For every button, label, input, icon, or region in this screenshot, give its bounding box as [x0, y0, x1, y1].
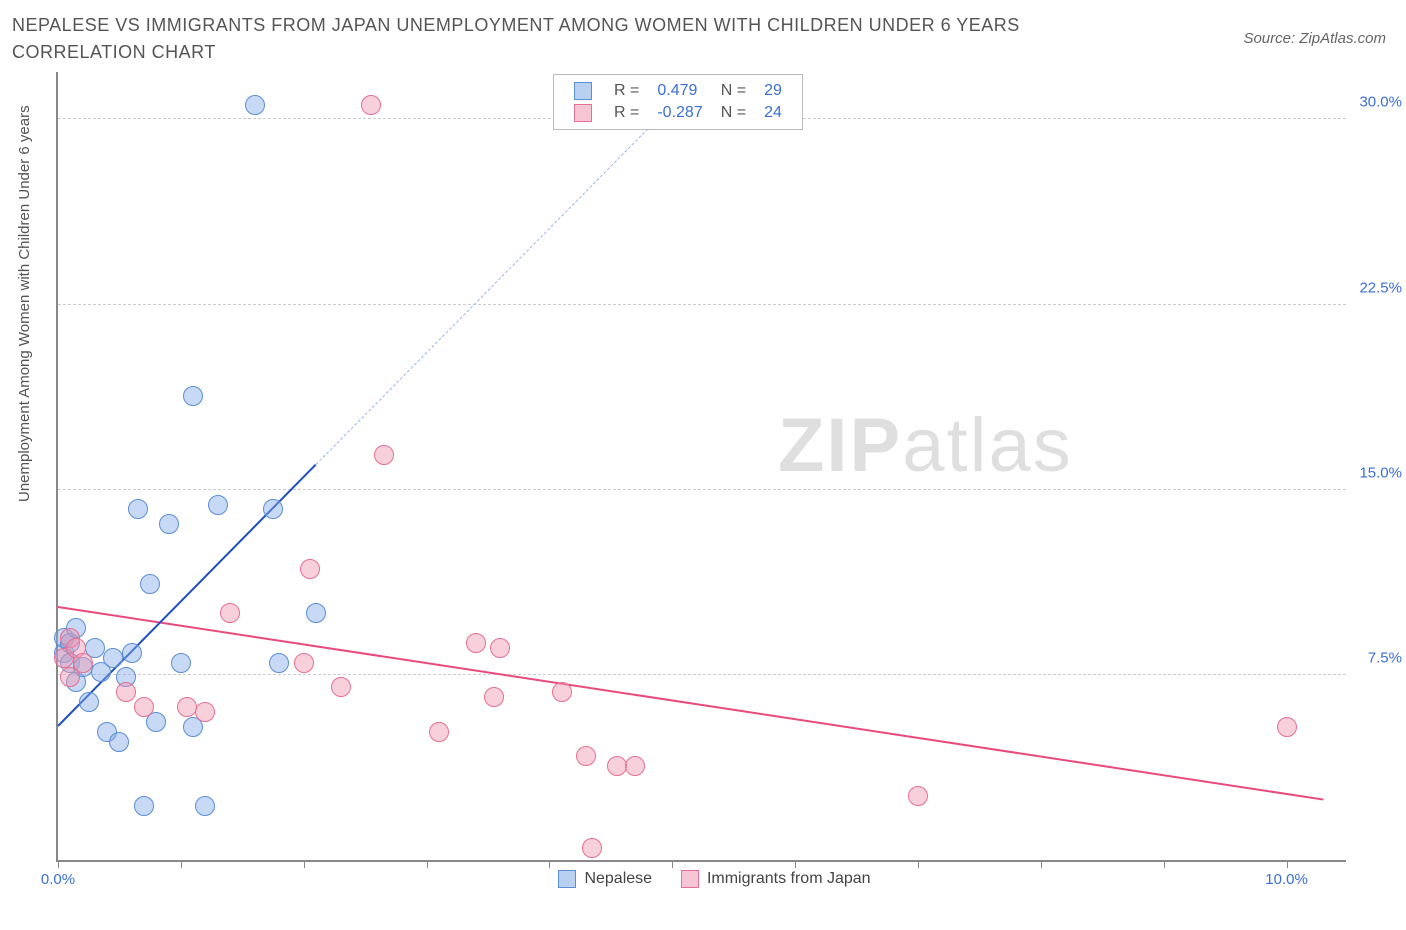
- n-value: 29: [756, 81, 790, 101]
- correlation-legend: R =0.479N =29 R =-0.287N =24: [553, 74, 803, 130]
- data-point: [171, 653, 191, 673]
- watermark-bold: ZIP: [778, 403, 902, 488]
- data-point: [177, 697, 197, 717]
- y-tick-label: 22.5%: [1359, 279, 1402, 296]
- data-point: [220, 603, 240, 623]
- y-tick-label: 7.5%: [1368, 649, 1402, 666]
- data-point: [122, 643, 142, 663]
- legend-label: Immigrants from Japan: [703, 870, 871, 887]
- x-tick: [58, 860, 59, 868]
- legend-label: Nepalese: [580, 870, 657, 887]
- x-tick-label: 0.0%: [41, 871, 75, 888]
- data-point: [134, 697, 154, 717]
- y-tick-label: 30.0%: [1359, 94, 1402, 111]
- data-point: [116, 682, 136, 702]
- data-point: [195, 796, 215, 816]
- data-point: [300, 559, 320, 579]
- data-point: [331, 677, 351, 697]
- data-point: [484, 687, 504, 707]
- data-point: [140, 574, 160, 594]
- x-tick: [918, 860, 919, 868]
- y-tick-label: 15.0%: [1359, 464, 1402, 481]
- data-point: [245, 95, 265, 115]
- data-point: [263, 499, 283, 519]
- legend-swatch: [558, 870, 576, 888]
- r-value: -0.287: [649, 103, 710, 123]
- watermark-rest: atlas: [902, 403, 1073, 488]
- data-point: [374, 445, 394, 465]
- data-point: [361, 95, 381, 115]
- legend-swatch: [574, 82, 592, 100]
- data-point: [73, 653, 93, 673]
- x-tick: [795, 860, 796, 868]
- x-tick-label: 10.0%: [1265, 871, 1308, 888]
- data-point: [576, 746, 596, 766]
- trend-line: [316, 79, 698, 465]
- data-point: [306, 603, 326, 623]
- data-point: [1277, 717, 1297, 737]
- n-value: 24: [756, 103, 790, 123]
- legend-swatch: [681, 870, 699, 888]
- r-label: R =: [606, 103, 647, 123]
- plot-area: 7.5%15.0%22.5%30.0%0.0%10.0%ZIPatlasR =0…: [56, 72, 1346, 862]
- data-point: [607, 756, 627, 776]
- y-axis-label: Unemployment Among Women with Children U…: [16, 105, 33, 502]
- data-point: [103, 648, 123, 668]
- data-point: [128, 499, 148, 519]
- x-tick: [304, 860, 305, 868]
- gridline: [58, 489, 1346, 490]
- data-point: [552, 682, 572, 702]
- n-label: N =: [713, 81, 754, 101]
- legend-swatch: [574, 104, 592, 122]
- x-tick: [1164, 860, 1165, 868]
- data-point: [183, 386, 203, 406]
- data-point: [490, 638, 510, 658]
- data-point: [79, 692, 99, 712]
- watermark: ZIPatlas: [778, 402, 1073, 489]
- chart-title: NEPALESE VS IMMIGRANTS FROM JAPAN UNEMPL…: [12, 12, 1132, 66]
- source-attribution: Source: ZipAtlas.com: [1243, 12, 1386, 47]
- gridline: [58, 674, 1346, 675]
- data-point: [429, 722, 449, 742]
- x-tick: [1287, 860, 1288, 868]
- data-point: [625, 756, 645, 776]
- r-value: 0.479: [649, 81, 710, 101]
- data-point: [208, 495, 228, 515]
- gridline: [58, 304, 1346, 305]
- data-point: [195, 702, 215, 722]
- x-tick: [181, 860, 182, 868]
- data-point: [134, 796, 154, 816]
- x-tick: [1041, 860, 1042, 868]
- data-point: [109, 732, 129, 752]
- data-point: [466, 633, 486, 653]
- x-tick: [549, 860, 550, 868]
- x-tick: [427, 860, 428, 868]
- data-point: [159, 514, 179, 534]
- data-point: [269, 653, 289, 673]
- x-tick: [672, 860, 673, 868]
- data-point: [294, 653, 314, 673]
- r-label: R =: [606, 81, 647, 101]
- data-point: [582, 838, 602, 858]
- trend-line: [58, 606, 1324, 801]
- series-legend: Nepalese Immigrants from Japan: [558, 870, 895, 888]
- n-label: N =: [713, 103, 754, 123]
- data-point: [908, 786, 928, 806]
